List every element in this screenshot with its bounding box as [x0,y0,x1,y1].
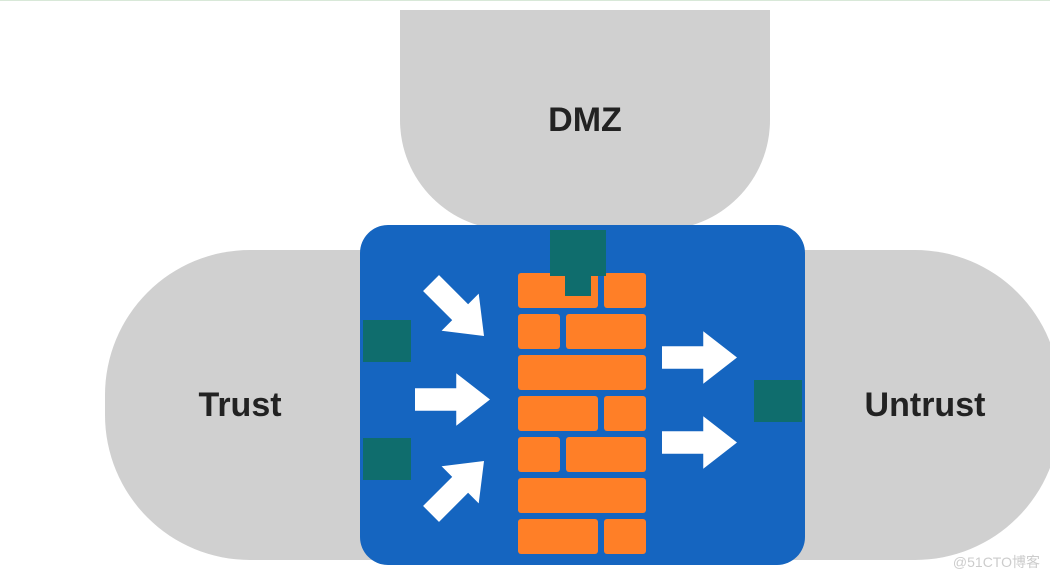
brick [518,396,598,431]
brick-row [518,478,646,513]
brick-row [518,355,646,390]
brick-row [518,314,646,349]
zone-dmz: DMZ [400,10,770,230]
zone-trust: Trust [105,250,375,560]
brick [566,314,646,349]
zone-trust-label: Trust [198,386,281,425]
brick [566,437,646,472]
brick [518,355,646,390]
arrow-icon [662,330,737,385]
top-divider [0,0,1050,1]
brick [604,396,646,431]
port-icon [754,380,802,422]
zone-untrust: Untrust [790,250,1050,560]
brick [604,519,646,554]
brick [518,519,598,554]
port-icon [550,230,606,276]
brick [518,437,560,472]
arrow-icon [415,372,490,427]
brick-row [518,396,646,431]
watermark: @51CTO博客 [953,552,1040,572]
port-icon [565,276,591,296]
zone-dmz-label: DMZ [548,101,622,140]
zone-untrust-label: Untrust [865,386,986,425]
brick [518,314,560,349]
port-icon [363,438,411,480]
brick [518,478,646,513]
brick-row [518,519,646,554]
arrow-icon [662,415,737,470]
brick-row [518,437,646,472]
firewall-bricks [518,273,646,554]
port-icon [363,320,411,362]
brick [604,273,646,308]
